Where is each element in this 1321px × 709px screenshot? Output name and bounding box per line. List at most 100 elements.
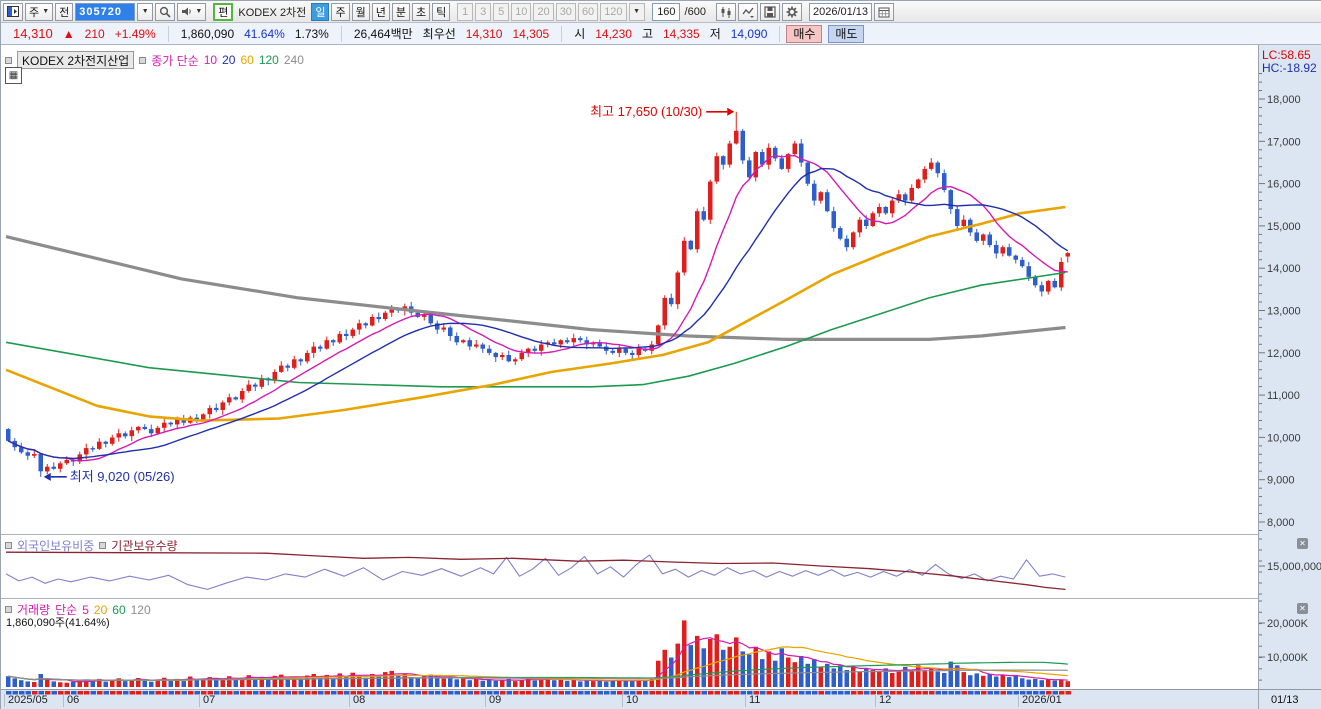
cycle-dropdown-button[interactable]: 주 ▼: [25, 2, 54, 21]
svg-text:18,000: 18,000: [1267, 94, 1301, 106]
price-axis[interactable]: LC:58.65 HC:-18.92 18,000 17,000 16,000 15,…: [1258, 45, 1321, 689]
ma-legend-label: 종가 단순: [151, 53, 199, 68]
bar-count-input[interactable]: 160: [651, 2, 680, 21]
period-tick-button[interactable]: 틱: [432, 2, 451, 21]
volume-chart-canvas[interactable]: [1, 599, 1258, 689]
open-price: 14,230: [595, 26, 632, 41]
vol-ma120-legend[interactable]: 120: [130, 602, 151, 617]
price-pane-title[interactable]: KODEX 2차전지산업: [17, 51, 135, 69]
turnover-pct: 41.64%: [244, 26, 285, 41]
sound-dropdown-button[interactable]: ▼: [177, 2, 207, 21]
ma120-legend[interactable]: 120: [258, 53, 279, 67]
candle-style-button[interactable]: [715, 2, 736, 21]
period-second-button[interactable]: 초: [411, 2, 431, 21]
panel-toggle-icon: [7, 6, 19, 17]
ma60-legend[interactable]: 60: [240, 53, 254, 67]
save-button[interactable]: [759, 2, 780, 21]
vol-ma5-legend[interactable]: 5: [82, 602, 89, 617]
chevron-down-icon: ▼: [42, 8, 50, 15]
date-axis-label: 2026/01: [1018, 694, 1062, 707]
gear-icon: [786, 6, 798, 18]
ma10-legend[interactable]: 10: [203, 53, 218, 67]
volume-group: 1,860,090 41.64% 1.73%: [169, 25, 342, 42]
date-axis-label: 12: [875, 694, 891, 707]
ownership-chart-canvas[interactable]: [1, 534, 1258, 598]
svg-text:최고 17,650 (10/30): 최고 17,650 (10/30): [590, 104, 702, 119]
ohlc-group: 시 14,230 고 14,335 저 14,090: [562, 25, 781, 42]
date-axis-label: 11: [745, 694, 760, 707]
trade-value: 26,464백만: [353, 27, 413, 41]
stock-name-label: KODEX 2차전: [238, 6, 307, 19]
period-day-button[interactable]: 일: [311, 2, 330, 21]
stock-code-input[interactable]: 305720: [75, 2, 136, 21]
price-info-bar: 14,310 ▲ 210 +1.49% 1,860,090 41.64% 1.7…: [1, 23, 1321, 45]
svg-text:15,000,000: 15,000,000: [1267, 561, 1321, 573]
minute-3-button[interactable]: 3: [475, 2, 492, 21]
date-axis-label: 07: [199, 694, 215, 707]
svg-text:13,000: 13,000: [1267, 306, 1301, 318]
pane-divider[interactable]: [1, 534, 1321, 535]
collapse-toggle-icon[interactable]: [5, 606, 12, 613]
minute-60-button[interactable]: 60: [577, 2, 599, 21]
vol-ma60-legend[interactable]: 60: [112, 602, 126, 617]
last-price-group: 14,310 ▲ 210 +1.49%: [1, 25, 169, 42]
line-style-button[interactable]: [737, 2, 758, 21]
candle-chart-icon: [720, 6, 732, 18]
collapse-toggle-icon[interactable]: [5, 542, 12, 549]
value-group: 26,464백만 최우선 14,310 14,305: [342, 25, 563, 42]
search-button[interactable]: [155, 2, 176, 21]
minute-1-button[interactable]: 1: [457, 2, 474, 21]
svg-text:15,000: 15,000: [1267, 221, 1301, 233]
bar-total-label: /600: [684, 5, 706, 18]
ma240-legend[interactable]: 240: [283, 53, 304, 67]
minute-20-button[interactable]: 20: [533, 2, 554, 21]
svg-text:10,000K: 10,000K: [1267, 652, 1309, 664]
calendar-button[interactable]: [874, 2, 895, 21]
date-axis[interactable]: 2025/05 06 07 08 09 10 11 12 2026/01: [1, 689, 1258, 709]
svg-text:16,000: 16,000: [1267, 179, 1301, 191]
last-price: 14,310: [13, 26, 53, 41]
minute-dropdown-button[interactable]: ▼: [628, 2, 645, 21]
close-volume-pane-button[interactable]: ✕: [1297, 603, 1308, 614]
period-week-button[interactable]: 주: [331, 2, 350, 21]
minute-30-button[interactable]: 30: [555, 2, 576, 21]
period-month-button[interactable]: 월: [351, 2, 370, 21]
up-arrow-icon: ▲: [62, 26, 75, 41]
minute-120-button[interactable]: 120: [600, 2, 627, 21]
minute-5-button[interactable]: 5: [493, 2, 510, 21]
vol-ma20-legend[interactable]: 20: [93, 602, 108, 617]
minute-10-button[interactable]: 10: [511, 2, 532, 21]
period-minute-button[interactable]: 분: [391, 2, 410, 21]
date-axis-label: 06: [63, 694, 79, 707]
settings-button[interactable]: [781, 2, 802, 21]
close-ownership-pane-button[interactable]: ✕: [1297, 538, 1308, 549]
best-ask: 14,310: [465, 26, 503, 41]
ownership-pane-header: 외국인보유비중 기관보유수량: [5, 537, 178, 554]
collapse-toggle-icon[interactable]: [139, 56, 147, 64]
price-chart-canvas[interactable]: 최고 17,650 (10/30) 최저 9,020 (05/26): [1, 45, 1258, 534]
panel-toggle-button[interactable]: [3, 2, 23, 21]
foreign-ratio-legend[interactable]: 외국인보유비중: [17, 539, 95, 553]
low-price: 14,090: [730, 26, 768, 41]
institution-legend[interactable]: 기관보유수량: [111, 539, 178, 553]
collapse-toggle-icon[interactable]: [5, 56, 12, 64]
pane-divider[interactable]: [1, 598, 1321, 599]
best-bid: 14,305: [512, 26, 550, 41]
collapse-toggle-icon[interactable]: [99, 542, 107, 549]
date-axis-label: 08: [349, 694, 365, 707]
code-dropdown-button[interactable]: ▼: [137, 2, 154, 21]
buy-button[interactable]: 매수: [786, 24, 823, 43]
period-year-button[interactable]: 년: [371, 2, 390, 21]
save-icon: [764, 5, 776, 18]
date-input[interactable]: 2026/01/13: [808, 2, 873, 21]
high-label: 고: [641, 27, 653, 41]
edit-button[interactable]: 편: [213, 2, 234, 21]
grid-tool-button[interactable]: ▦: [5, 67, 22, 84]
best-label: 최우선: [422, 27, 456, 41]
prev-button[interactable]: 전: [55, 2, 74, 21]
ma20-legend[interactable]: 20: [222, 53, 236, 67]
day-volume: 1,860,090: [180, 26, 235, 41]
sell-button[interactable]: 매도: [828, 24, 865, 43]
open-label: 시: [574, 27, 586, 41]
